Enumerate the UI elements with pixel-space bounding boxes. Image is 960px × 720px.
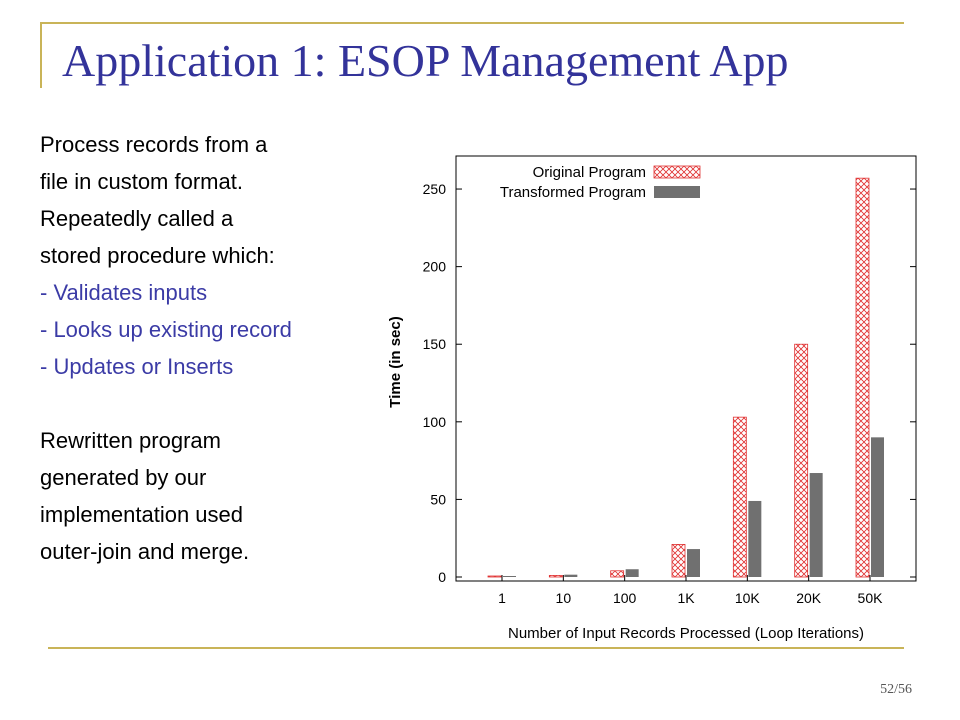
y-axis-label: Time (in sec): [387, 316, 404, 407]
y-tick-label: 250: [423, 181, 447, 197]
slide-title: Application 1: ESOP Management App: [62, 35, 789, 86]
x-tick-label: 1: [498, 590, 506, 606]
page-number: 52/56: [880, 682, 912, 697]
body-line: Process records from a: [40, 132, 268, 157]
original-program-bar: [548, 575, 563, 578]
x-tick-label: 10K: [735, 590, 761, 606]
original-program-bar: [671, 544, 686, 578]
legend-swatch: [654, 186, 700, 198]
bullet-item: - Updates or Inserts: [40, 354, 234, 379]
body-line: Repeatedly called a: [40, 206, 234, 231]
transformed-program-bar: [625, 569, 639, 577]
original-program-bar: [794, 343, 809, 578]
y-tick-label: 200: [423, 259, 447, 275]
transformed-program-bar: [503, 576, 516, 577]
bullet-item: - Validates inputs: [40, 280, 208, 305]
y-tick-label: 150: [423, 336, 447, 352]
closing-line: outer-join and merge.: [40, 539, 250, 564]
legend-label: Original Program: [533, 164, 646, 181]
closing-line: implementation used: [40, 502, 244, 527]
x-tick-label: 20K: [796, 590, 822, 606]
original-program-bar: [855, 177, 870, 578]
x-tick-label: 50K: [858, 590, 884, 606]
bars: [487, 177, 884, 578]
slide-body: Process records from a file in custom fo…: [40, 126, 390, 570]
body-line: file in custom format.: [40, 169, 243, 194]
x-axis-label: Number of Input Records Processed (Loop …: [508, 625, 864, 642]
x-tick-label: 10: [556, 590, 572, 606]
transformed-program-bar: [871, 437, 884, 577]
transformed-program-bar: [809, 473, 823, 577]
y-tick-label: 0: [438, 569, 446, 585]
transformed-program-bar: [687, 549, 700, 577]
slide-frame-left-rule: [40, 22, 42, 88]
closing-line: Rewritten program: [40, 428, 221, 453]
x-tick-label: 1K: [677, 590, 695, 606]
original-program-bar: [732, 416, 747, 578]
y-tick-label: 50: [430, 491, 446, 507]
x-tick-label: 100: [613, 590, 637, 606]
legend-label: Transformed Program: [500, 184, 646, 201]
bullet-item: - Looks up existing record: [40, 317, 292, 342]
paragraph-spacer: [40, 385, 390, 422]
x-axis: 1 10 100 1K 10K 20K 50K: [498, 575, 883, 606]
original-program-bar: [487, 575, 502, 578]
slide-frame-top-rule: [40, 22, 904, 24]
bar-chart: 0 50 100 150 200 250 1 10 100 1K 10K 20K 50K Origin…: [387, 155, 917, 642]
slide-frame-bottom-rule: [48, 647, 904, 649]
plot-frame: [455, 155, 917, 582]
transformed-program-bar: [748, 500, 762, 577]
body-line: stored procedure which:: [40, 243, 275, 268]
y-tick-label: 100: [423, 414, 447, 430]
legend-swatch: [653, 165, 701, 179]
original-program-bar: [610, 570, 625, 578]
closing-line: generated by our: [40, 465, 207, 490]
legend: Original Program Transformed Program: [500, 164, 701, 201]
transformed-program-bar: [564, 574, 578, 577]
y-axis: 0 50 100 150 200 250: [423, 181, 916, 585]
